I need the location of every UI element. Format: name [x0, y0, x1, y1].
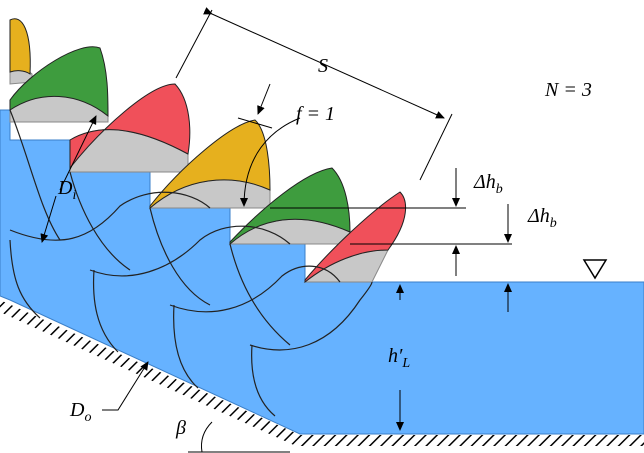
screw-curve — [249, 281, 373, 351]
blade-green-top — [9, 46, 109, 118]
lower-depth-label: h′L — [388, 345, 410, 371]
blade-yellow-left — [9, 18, 31, 75]
drum-count-label: N = 3 — [544, 79, 592, 101]
outer-diameter-leader — [102, 361, 149, 411]
screw-curve — [229, 243, 291, 346]
screw-curve — [92, 269, 119, 353]
blade-red-lower — [304, 191, 407, 284]
delta-hb-upper-label: Δhb — [473, 171, 503, 197]
blade-green-right — [229, 167, 351, 246]
inner-diameter-arrows — [40, 115, 97, 243]
screw-curve — [9, 109, 61, 241]
spacing-label: S — [318, 55, 328, 77]
outer-diameter-label: Do — [69, 399, 91, 425]
blade-yellow-center — [149, 119, 271, 210]
screw-curves — [9, 109, 373, 417]
fill-factor-label: f = 1 — [296, 103, 335, 125]
screw-curve — [9, 191, 211, 241]
delta-hb-lower-label: Δhb — [527, 205, 557, 231]
screw-curve — [149, 207, 211, 306]
screw-curve — [173, 304, 199, 389]
inner-diameter-label: Di — [57, 177, 76, 203]
screw-curve — [9, 239, 41, 319]
incline-angle-label: β — [175, 417, 186, 439]
screw-curve — [251, 344, 276, 417]
screw-curve — [169, 265, 341, 313]
level-lines — [270, 207, 512, 245]
screw-curve — [89, 225, 291, 277]
incline-angle-marker — [188, 421, 290, 453]
blade-red-upper — [69, 83, 191, 170]
screw-curve — [69, 171, 131, 271]
fill-factor-marker — [237, 83, 301, 207]
delta-hb-arrows — [452, 168, 512, 312]
blades — [9, 18, 407, 284]
downward-triangle-icon — [582, 259, 608, 280]
spacing-dimension — [175, 7, 453, 181]
